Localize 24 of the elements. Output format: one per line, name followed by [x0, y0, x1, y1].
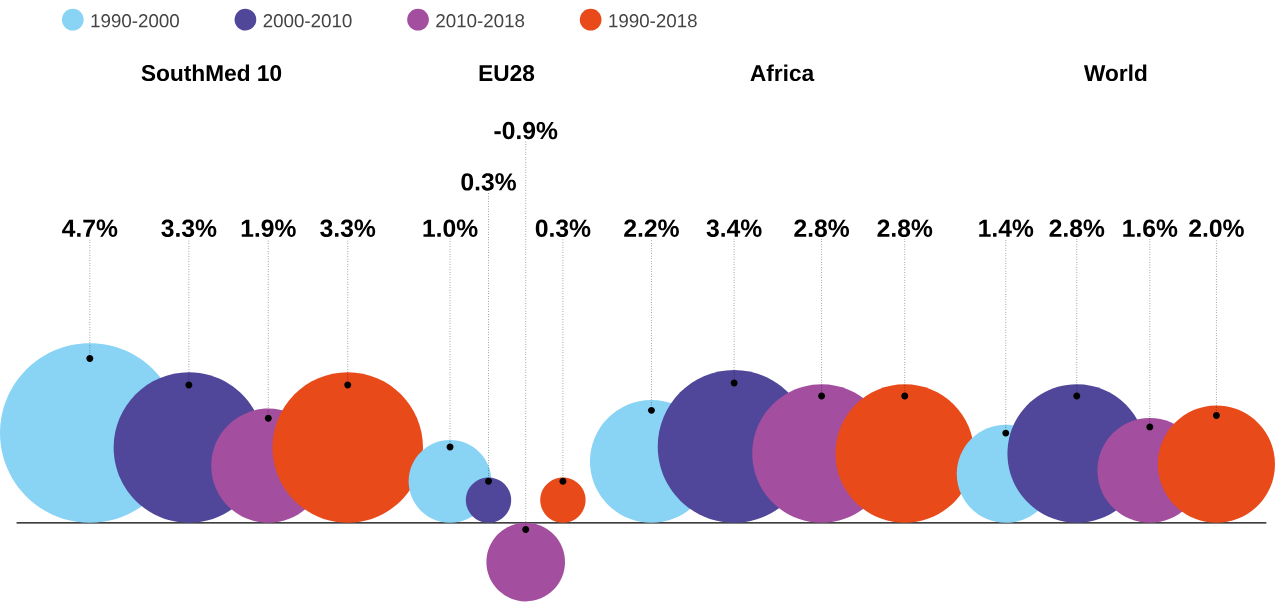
data-label: 3.3% — [320, 219, 376, 238]
data-label: 2.8% — [1049, 219, 1105, 238]
data-label: 3.3% — [161, 219, 217, 238]
category-label: EU28 — [479, 65, 535, 82]
data-label: 2.2% — [624, 219, 679, 238]
legend-label: 2010-2018 — [436, 14, 525, 28]
legend-label: 1990-2018 — [609, 14, 697, 28]
category-label: World — [1083, 64, 1147, 82]
data-label: 1.9% — [241, 219, 296, 238]
legend-label: 2000-2010 — [263, 14, 352, 28]
data-label: 3.4% — [706, 219, 762, 238]
category-label: Africa — [750, 64, 815, 82]
category-label: SouthMed 10 — [141, 64, 282, 82]
legend-label: 1990-2000 — [91, 14, 179, 28]
data-label: 0.3% — [461, 173, 516, 191]
data-label: 2.8% — [877, 219, 933, 238]
data-label: 1.4% — [979, 219, 1034, 238]
data-label: -0.9% — [494, 122, 558, 140]
data-label: 1.0% — [423, 219, 478, 238]
data-label: 0.3% — [535, 219, 591, 238]
data-label: 4.7% — [62, 219, 118, 238]
data-label: 2.8% — [794, 219, 850, 238]
data-label: 2.0% — [1189, 219, 1244, 238]
data-label: 1.6% — [1123, 219, 1178, 238]
